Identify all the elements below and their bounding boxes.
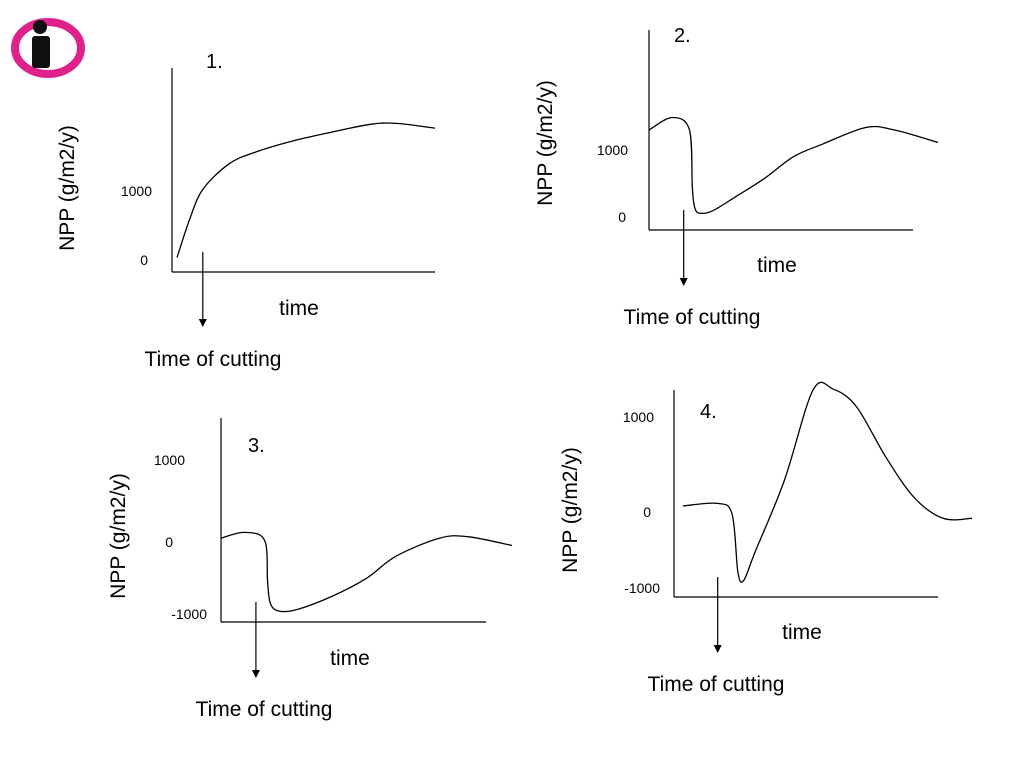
panel-label: 2. [674,25,691,47]
y-tick-label: 1000 [623,409,654,425]
time-of-cutting-label: Time of cutting [145,348,282,371]
cut-arrow-head [713,645,722,653]
chart-panel-4: 4. NPP (g/m2/y) 1000 0 -1000 time Time o… [559,381,973,696]
time-of-cutting-label: Time of cutting [648,673,785,696]
y-axis-title: NPP (g/m2/y) [56,125,79,251]
npp-curve [176,122,436,258]
x-axis-title: time [330,647,370,670]
y-tick-label: 0 [618,209,626,225]
x-axis-title: time [782,621,822,644]
y-tick-label: -1000 [171,606,207,622]
panel-label: 3. [248,435,265,457]
y-tick-label: 1000 [121,183,152,199]
time-of-cutting-label: Time of cutting [624,306,761,329]
y-tick-label: 0 [165,534,173,550]
y-axis-title: NPP (g/m2/y) [107,473,130,599]
y-tick-label: 1000 [154,452,185,468]
logo-head-icon [33,20,47,34]
y-tick-label: 1000 [597,142,628,158]
x-axis-title: time [279,297,319,320]
cut-arrow-head [679,278,688,286]
logo-body-icon [32,36,50,68]
time-of-cutting-label: Time of cutting [196,698,333,721]
chart-panel-2: 2. NPP (g/m2/y) 1000 0 time Time of cutt… [534,25,939,329]
cut-arrow-head [251,670,260,678]
panel-label: 1. [206,51,223,73]
y-tick-label: 0 [140,252,148,268]
y-axis-title: NPP (g/m2/y) [534,80,557,206]
y-axis-title: NPP (g/m2/y) [559,447,582,573]
panel-label: 4. [700,401,717,423]
npp-curve [220,531,513,613]
chart-panel-1: 1. NPP (g/m2/y) 1000 0 time Time of cutt… [56,51,436,371]
cut-arrow-head [198,319,207,327]
y-tick-label: 0 [643,504,651,520]
x-axis-title: time [757,254,797,277]
chart-panel-3: 3. NPP (g/m2/y) 1000 0 -1000 time Time o… [107,418,513,721]
npp-curve [648,116,939,215]
npp-curve [682,381,973,583]
info-person-logo [11,18,85,78]
y-tick-label: -1000 [624,580,660,596]
